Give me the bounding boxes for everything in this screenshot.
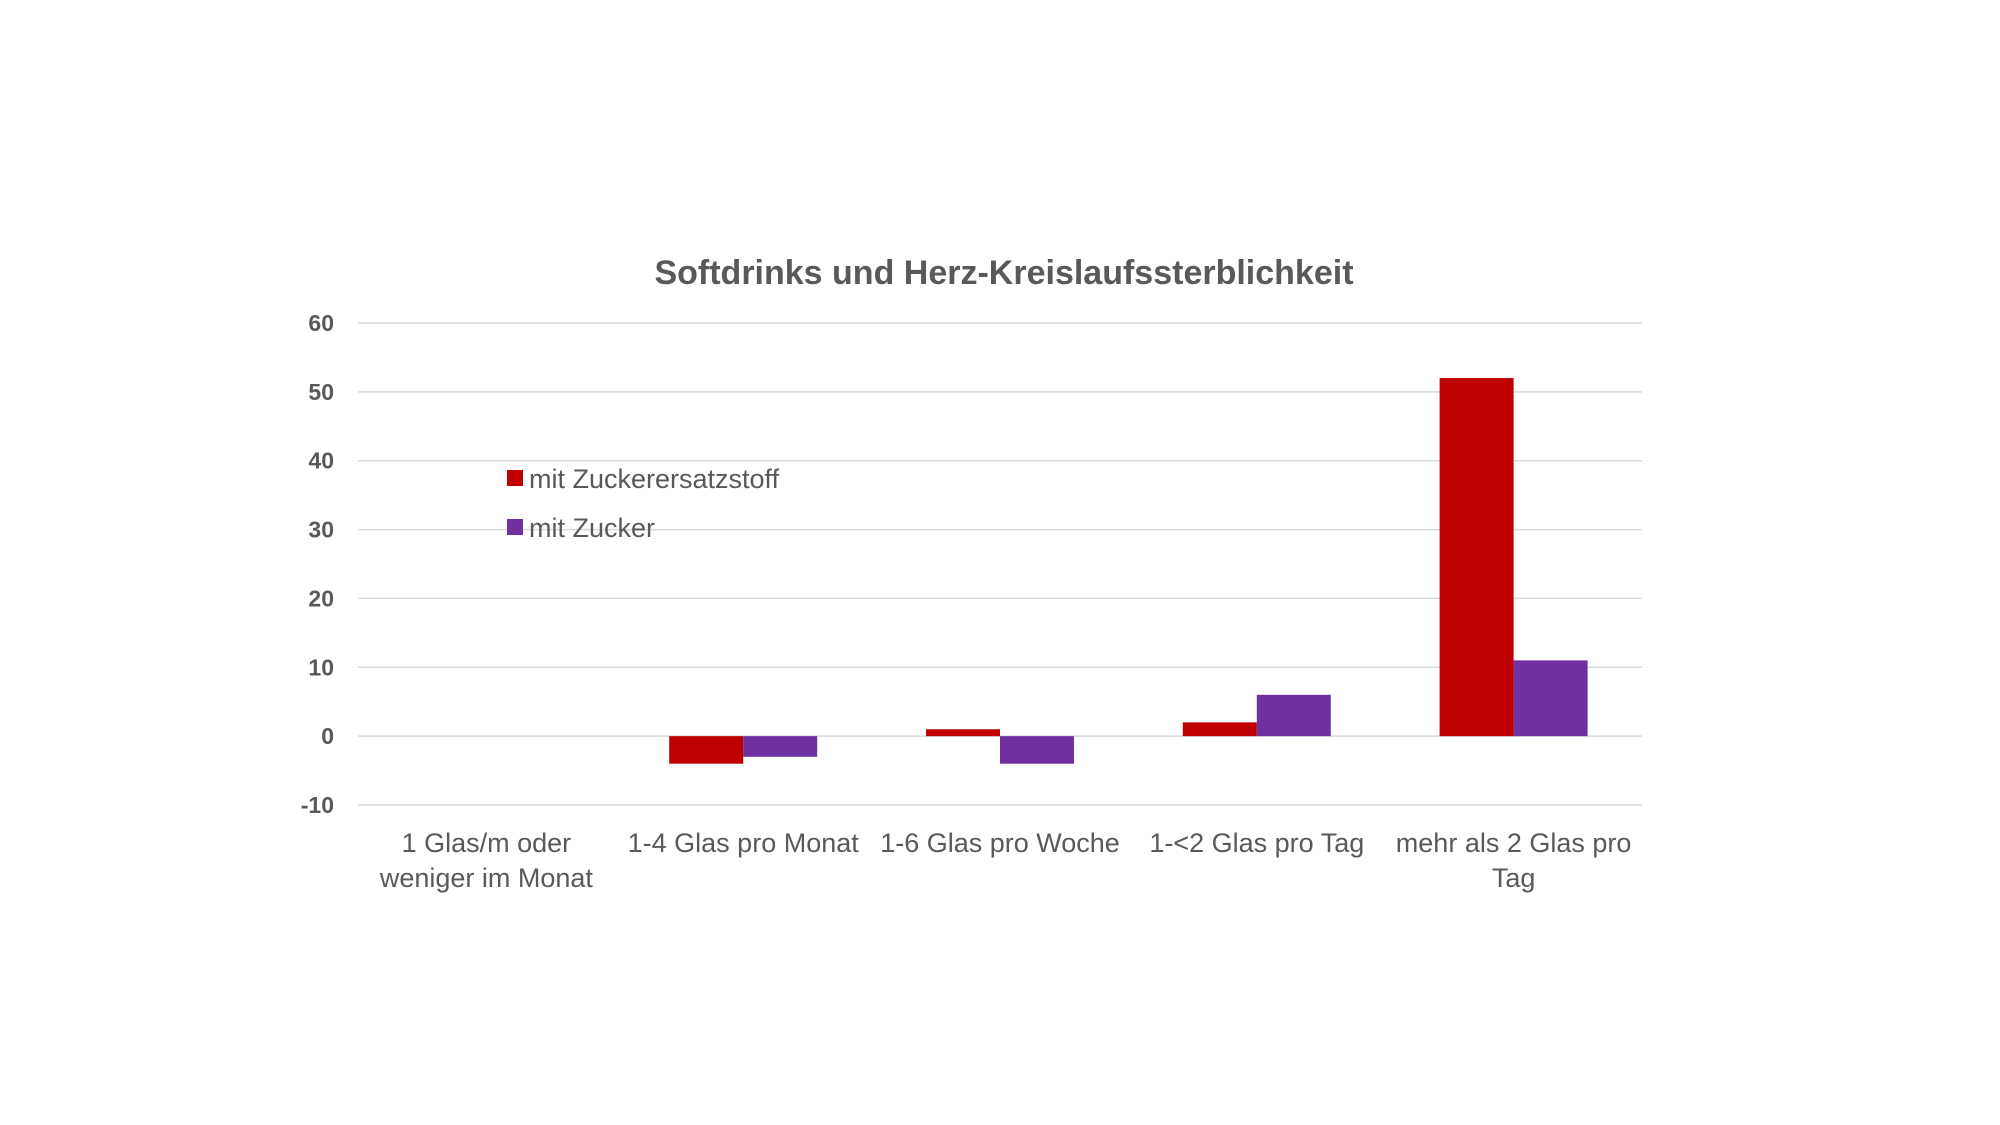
x-tick-label-line: 1-4 Glas pro Monat [628, 828, 860, 858]
legend-label-mit-zuckerersatzstoff: mit Zuckerersatzstoff [529, 464, 780, 494]
x-tick-label-line: Tag [1492, 863, 1536, 893]
x-tick-label: mehr als 2 Glas pro Tag [1396, 828, 1632, 893]
bar-mit-zucker-1 [743, 736, 818, 757]
bar-mit-zuckerersatzstoff-2 [926, 729, 1000, 737]
y-axis-tick-labels: -10 0 10 20 30 40 50 60 [301, 310, 334, 818]
x-tick-label-line: 1-<2 Glas pro Tag [1149, 828, 1364, 858]
y-tick-label: 30 [308, 517, 334, 543]
y-tick-label: 60 [308, 310, 334, 336]
x-axis-tick-labels: 1 Glas/m oder weniger im Monat 1-4 Glas pr… [379, 828, 1632, 893]
gridlines [358, 322, 1642, 806]
x-tick-label: 1-6 Glas pro Woche [880, 828, 1120, 858]
chart-title: Softdrinks und Herz-Kreislaufssterblichk… [654, 254, 1353, 292]
bar-mit-zuckerersatzstoff-1 [669, 736, 744, 764]
x-tick-label-line: weniger im Monat [379, 863, 594, 893]
x-tick-label: 1-4 Glas pro Monat [628, 828, 860, 858]
bar-mit-zucker-4 [1513, 660, 1588, 737]
legend: mit Zuckerersatzstoff mit Zucker [507, 464, 780, 543]
bars [669, 378, 1588, 764]
x-tick-label: 1-<2 Glas pro Tag [1149, 828, 1364, 858]
legend-label-mit-zucker: mit Zucker [529, 513, 655, 543]
x-tick-label-line: 1-6 Glas pro Woche [880, 828, 1120, 858]
legend-swatch-mit-zuckerersatzstoff [507, 470, 523, 486]
bar-mit-zucker-3 [1256, 694, 1331, 737]
bar-mit-zuckerersatzstoff-4 [1439, 378, 1514, 737]
y-tick-label: -10 [301, 792, 334, 818]
y-tick-label: 40 [308, 448, 334, 474]
y-tick-label: 50 [308, 379, 334, 405]
y-tick-label: 10 [308, 654, 334, 680]
x-tick-label-line: mehr als 2 Glas pro [1396, 828, 1632, 858]
bar-mit-zuckerersatzstoff-3 [1182, 722, 1257, 737]
legend-swatch-mit-zucker [507, 519, 523, 535]
y-tick-label: 20 [308, 585, 334, 611]
y-tick-label: 0 [321, 723, 334, 749]
x-tick-label-line: 1 Glas/m oder [402, 828, 572, 858]
x-tick-label: 1 Glas/m oder weniger im Monat [379, 828, 594, 893]
bar-mit-zucker-2 [1000, 736, 1074, 764]
